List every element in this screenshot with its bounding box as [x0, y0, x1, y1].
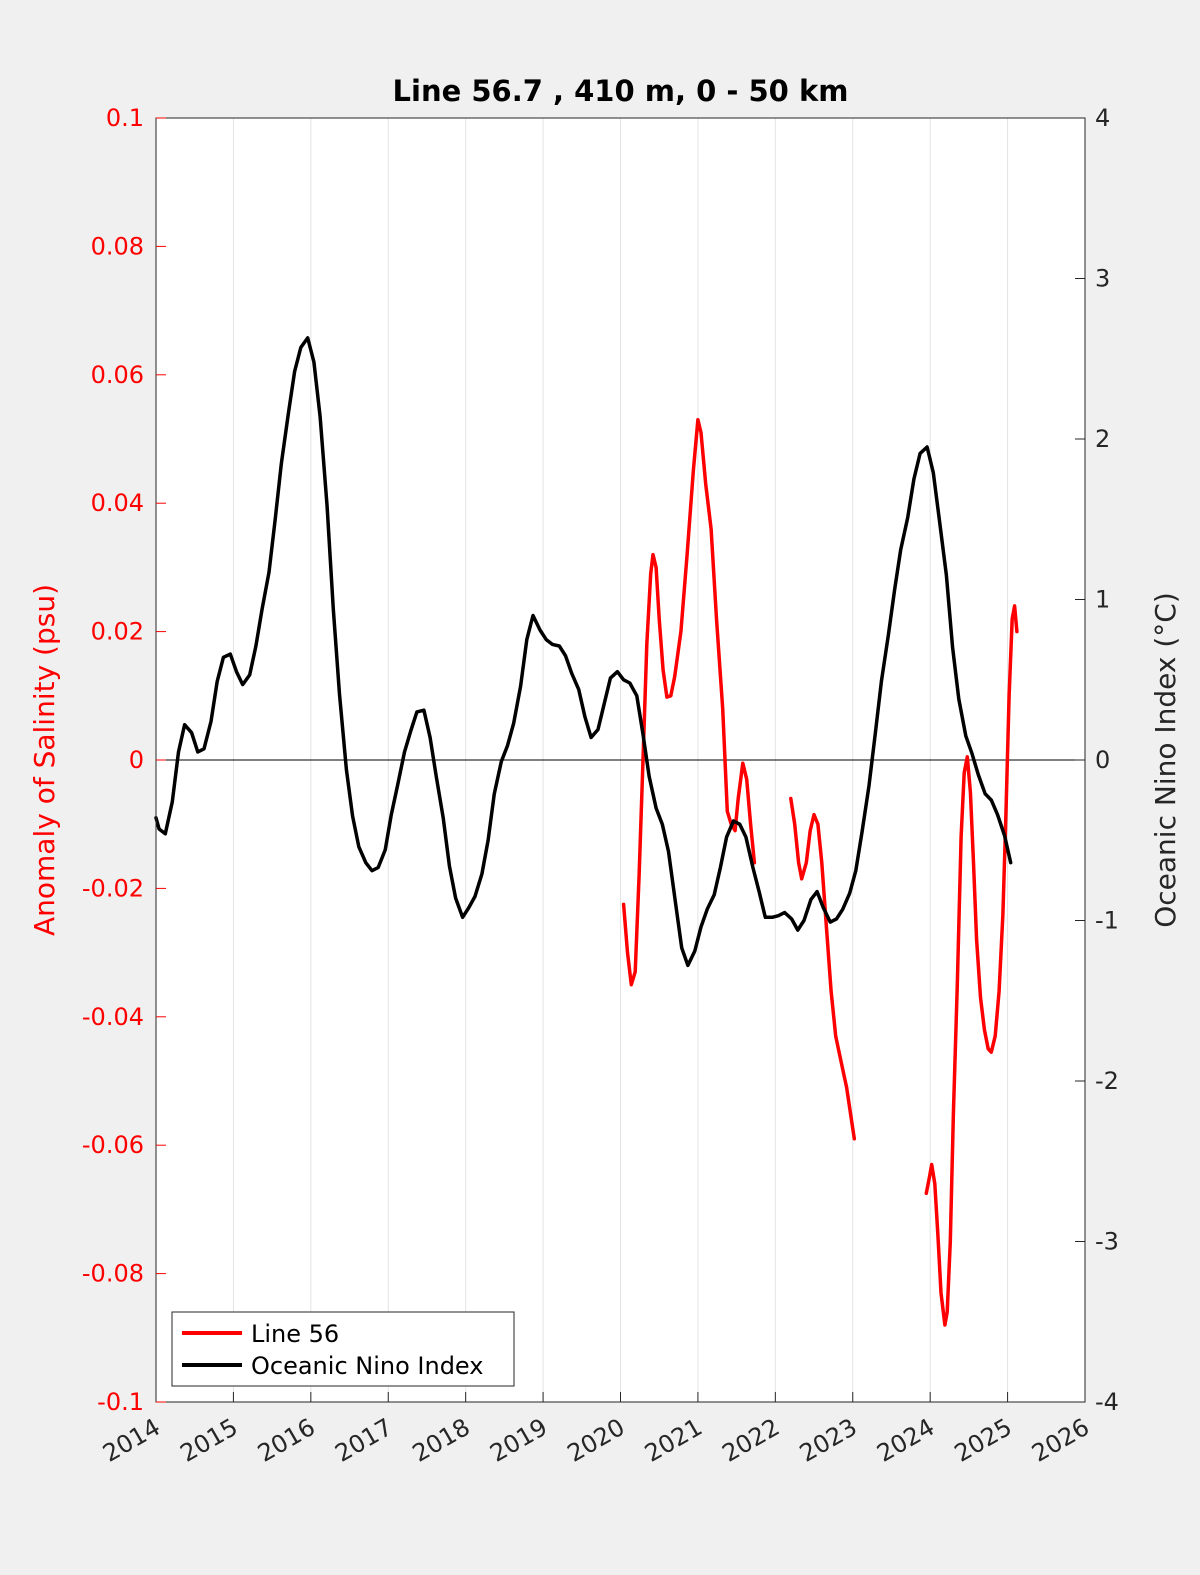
- right-axis-label: Oceanic Nino Index (°C): [1149, 592, 1182, 928]
- left-y-tick-label: -0.1: [97, 1388, 144, 1416]
- left-y-tick-label: -0.02: [82, 874, 144, 902]
- left-y-tick-label: -0.06: [82, 1131, 144, 1159]
- left-y-tick-label: 0.1: [106, 104, 144, 132]
- right-y-tick-label: -4: [1095, 1388, 1119, 1416]
- right-y-tick-label: -1: [1095, 907, 1119, 935]
- legend-label-line-56: Line 56: [251, 1320, 339, 1348]
- left-y-tick-label: -0.04: [82, 1003, 144, 1031]
- left-y-tick-label: -0.08: [82, 1260, 144, 1288]
- series-oceanic-nino-index: [154, 336, 1013, 968]
- series-line-56: [789, 796, 857, 1141]
- right-y-tick-label: 2: [1095, 425, 1110, 453]
- right-y-tick-label: -2: [1095, 1067, 1119, 1095]
- chart-title: Line 56.7 , 410 m, 0 - 50 km: [393, 74, 849, 108]
- right-y-tick-label: -3: [1095, 1228, 1119, 1256]
- left-y-tick-label: 0.06: [91, 361, 144, 389]
- legend-label-oni: Oceanic Nino Index: [251, 1352, 483, 1380]
- legend: Line 56 Oceanic Nino Index: [171, 1311, 515, 1387]
- series-line-56: [924, 604, 1019, 1327]
- series-layer: [154, 336, 1019, 1327]
- left-y-tick-label: 0.04: [91, 489, 144, 517]
- legend-box: [171, 1311, 515, 1387]
- ticks-layer: [155, 117, 1086, 1403]
- left-y-tick-label: 0.08: [91, 232, 144, 260]
- left-y-tick-label: 0.02: [91, 618, 144, 646]
- right-y-tick-label: 1: [1095, 586, 1110, 614]
- left-y-tick-label: 0: [129, 746, 144, 774]
- left-axis-label: Anomaly of Salinity (psu): [28, 584, 61, 936]
- right-y-tick-label: 4: [1095, 104, 1110, 132]
- right-y-tick-label: 0: [1095, 746, 1110, 774]
- right-y-tick-label: 3: [1095, 265, 1110, 293]
